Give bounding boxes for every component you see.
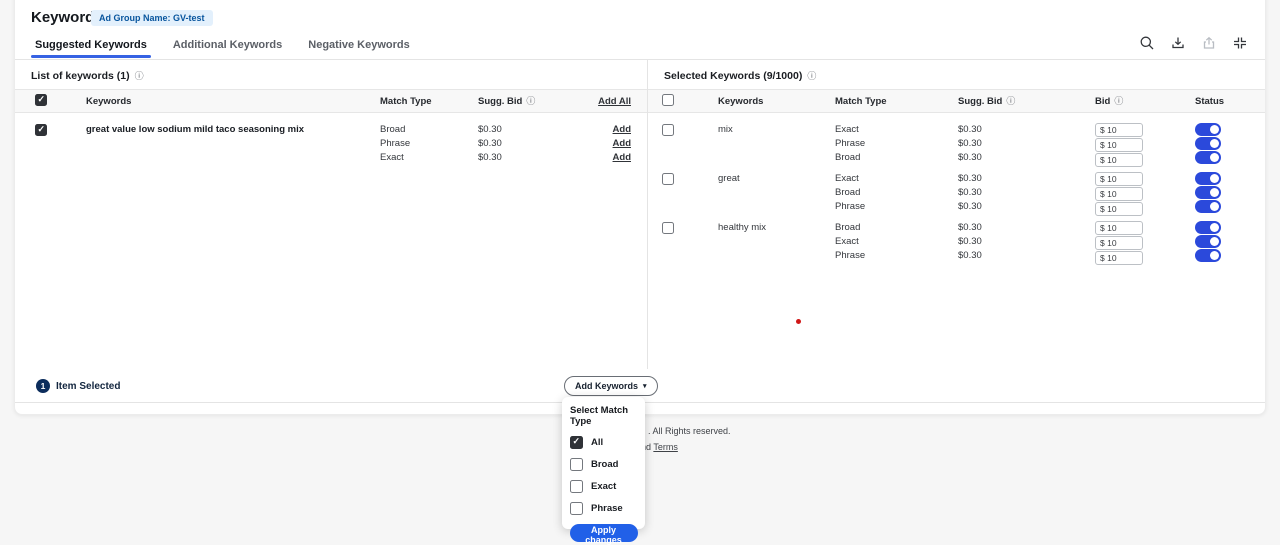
toggle-knob <box>1210 153 1219 162</box>
toggle-knob <box>1210 237 1219 246</box>
left-table-header: Keywords Match Type Sugg. Bid ⓘ Add All <box>15 89 647 113</box>
toggle-knob <box>1210 174 1219 183</box>
suggested-keywords-panel: List of keywords (1) ⓘ Keywords Match Ty… <box>15 60 648 369</box>
bid-input[interactable] <box>1095 221 1143 235</box>
dropdown-title: Select Match Type <box>570 405 629 427</box>
toggle-knob <box>1210 139 1219 148</box>
option-checkbox[interactable] <box>570 502 583 515</box>
copyright-text: . All Rights reserved. <box>648 426 731 436</box>
search-icon[interactable] <box>1138 34 1156 52</box>
toggle-knob <box>1210 125 1219 134</box>
ad-group-badge: Ad Group Name: GV-test <box>91 10 213 26</box>
selected-count-label: Item Selected <box>56 381 121 392</box>
info-icon[interactable]: ⓘ <box>134 70 144 81</box>
row-checkbox[interactable] <box>35 124 47 136</box>
bid-input[interactable] <box>1095 123 1143 137</box>
right-panel-title: Selected Keywords (9/1000) ⓘ <box>664 70 817 82</box>
apply-changes-button[interactable]: Apply changes <box>569 524 638 545</box>
col-keywords: Keywords <box>718 95 764 107</box>
red-marker-dot <box>796 319 801 324</box>
status-toggle[interactable] <box>1195 235 1221 248</box>
left-table-rows: great value low sodium mild taco seasoni… <box>15 113 647 165</box>
add-link[interactable]: Add <box>612 124 631 135</box>
keyword-text: healthy mix <box>718 222 767 233</box>
table-row: great Exact Broad Phrase $0.30 $0.30 $0.… <box>648 172 1265 217</box>
tab-negative-keywords[interactable]: Negative Keywords <box>308 39 410 51</box>
status-toggle[interactable] <box>1195 186 1221 199</box>
col-keywords: Keywords <box>86 95 132 107</box>
status-toggle[interactable] <box>1195 172 1221 185</box>
info-icon[interactable]: ⓘ <box>526 95 536 106</box>
col-sugg-bid: Sugg. Bid ⓘ <box>958 95 1016 107</box>
add-link[interactable]: Add <box>612 138 631 149</box>
option-all[interactable]: All <box>562 431 645 453</box>
col-sugg-bid: Sugg. Bid ⓘ <box>478 95 536 107</box>
option-checkbox[interactable] <box>570 458 583 471</box>
row-checkbox[interactable] <box>662 124 674 136</box>
info-icon[interactable]: ⓘ <box>807 70 817 81</box>
info-icon[interactable]: ⓘ <box>1006 95 1016 106</box>
toggle-knob <box>1210 251 1219 260</box>
bid-input[interactable] <box>1095 138 1143 152</box>
status-toggle[interactable] <box>1195 151 1221 164</box>
select-all-checkbox[interactable] <box>662 94 674 106</box>
select-all-checkbox[interactable] <box>35 94 47 106</box>
keyword-text: mix <box>718 124 733 135</box>
right-table-rows: mix Exact Phrase Broad $0.30 $0.30 $0.30 <box>648 113 1265 266</box>
keyword-text: great value low sodium mild taco seasoni… <box>86 124 305 135</box>
left-panel-title: List of keywords (1) ⓘ <box>31 70 144 82</box>
status-toggle[interactable] <box>1195 249 1221 262</box>
right-table-header: Keywords Match Type Sugg. Bid ⓘ Bid ⓘ St… <box>648 89 1265 113</box>
status-toggle[interactable] <box>1195 123 1221 136</box>
col-status: Status <box>1195 95 1225 107</box>
add-keywords-button[interactable]: Add Keywords ▾ <box>564 376 658 396</box>
tab-bar: Suggested Keywords Additional Keywords N… <box>31 39 410 58</box>
table-row: great value low sodium mild taco seasoni… <box>15 123 647 165</box>
keyword-text: great <box>718 173 740 184</box>
download-icon[interactable] <box>1169 34 1187 52</box>
status-toggle[interactable] <box>1195 137 1221 150</box>
add-all-link[interactable]: Add All <box>598 95 631 107</box>
table-row: mix Exact Phrase Broad $0.30 $0.30 $0.30 <box>648 123 1265 168</box>
bid-input[interactable] <box>1095 202 1143 216</box>
option-phrase[interactable]: Phrase <box>562 497 645 519</box>
match-type-dropdown: Select Match Type All Broad Exact Phrase… <box>562 397 645 545</box>
toggle-knob <box>1210 223 1219 232</box>
selected-count-badge: 1 <box>36 379 50 393</box>
terms-link[interactable]: Terms <box>653 442 678 452</box>
option-checkbox[interactable] <box>570 480 583 493</box>
info-icon[interactable]: ⓘ <box>1114 95 1124 106</box>
tab-additional-keywords[interactable]: Additional Keywords <box>172 39 283 51</box>
bid-input[interactable] <box>1095 187 1143 201</box>
terms-line: nd Terms <box>641 442 678 452</box>
col-match-type: Match Type <box>835 95 887 107</box>
table-row: healthy mix Broad Exact Phrase $0.30 $0.… <box>648 221 1265 266</box>
page-title: Keywords <box>31 9 103 26</box>
collapse-icon[interactable] <box>1231 34 1249 52</box>
toolbar <box>1138 34 1249 52</box>
selected-keywords-panel: Selected Keywords (9/1000) ⓘ Keywords Ma… <box>648 60 1265 369</box>
status-toggle[interactable] <box>1195 200 1221 213</box>
row-checkbox[interactable] <box>662 173 674 185</box>
option-broad[interactable]: Broad <box>562 453 645 475</box>
add-link[interactable]: Add <box>612 152 631 163</box>
col-bid: Bid ⓘ <box>1095 95 1124 107</box>
toggle-knob <box>1210 202 1219 211</box>
tab-suggested-keywords[interactable]: Suggested Keywords <box>31 39 151 58</box>
bid-input[interactable] <box>1095 236 1143 250</box>
keywords-card: Keywords Ad Group Name: GV-test Suggeste… <box>14 0 1266 415</box>
col-match-type: Match Type <box>380 95 432 107</box>
chevron-down-icon: ▾ <box>643 383 647 390</box>
upload-icon[interactable] <box>1200 34 1218 52</box>
option-checkbox[interactable] <box>570 436 583 449</box>
bid-input[interactable] <box>1095 153 1143 167</box>
bid-input[interactable] <box>1095 251 1143 265</box>
option-exact[interactable]: Exact <box>562 475 645 497</box>
toggle-knob <box>1210 188 1219 197</box>
bid-input[interactable] <box>1095 172 1143 186</box>
row-checkbox[interactable] <box>662 222 674 234</box>
panels-container: List of keywords (1) ⓘ Keywords Match Ty… <box>15 59 1265 369</box>
status-toggle[interactable] <box>1195 221 1221 234</box>
